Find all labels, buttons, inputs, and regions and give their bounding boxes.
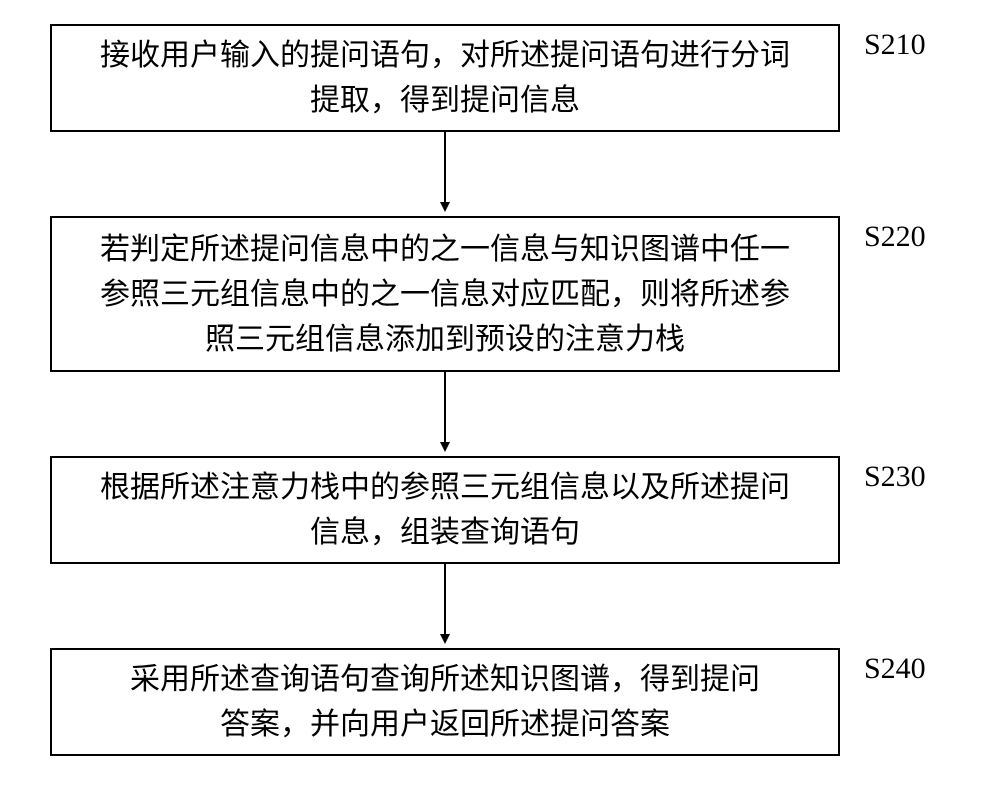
flowchart-canvas: 接收用户输入的提问语句，对所述提问语句进行分词 提取，得到提问信息 S210 若… (0, 0, 1000, 806)
flow-node-s240: 采用所述查询语句查询所述知识图谱，得到提问 答案，并向用户返回所述提问答案 (50, 648, 840, 756)
flow-node-text: 根据所述注意力栈中的参照三元组信息以及所述提问 信息，组装查询语句 (100, 465, 790, 555)
step-label-text: S230 (864, 460, 926, 493)
flow-node-s230: 根据所述注意力栈中的参照三元组信息以及所述提问 信息，组装查询语句 (50, 456, 840, 564)
flow-node-text: 接收用户输入的提问语句，对所述提问语句进行分词 提取，得到提问信息 (100, 33, 790, 123)
step-label-s210: S210 (864, 28, 926, 62)
step-label-text: S220 (864, 220, 926, 253)
flow-node-s210: 接收用户输入的提问语句，对所述提问语句进行分词 提取，得到提问信息 (50, 24, 840, 132)
flow-node-s220: 若判定所述提问信息中的之一信息与知识图谱中任一 参照三元组信息中的之一信息对应匹… (50, 216, 840, 372)
flow-node-text: 若判定所述提问信息中的之一信息与知识图谱中任一 参照三元组信息中的之一信息对应匹… (100, 227, 790, 362)
step-label-s240: S240 (864, 652, 926, 686)
step-label-text: S210 (864, 28, 926, 61)
flow-node-text: 采用所述查询语句查询所述知识图谱，得到提问 答案，并向用户返回所述提问答案 (130, 657, 760, 747)
step-label-s220: S220 (864, 220, 926, 254)
step-label-s230: S230 (864, 460, 926, 494)
step-label-text: S240 (864, 652, 926, 685)
